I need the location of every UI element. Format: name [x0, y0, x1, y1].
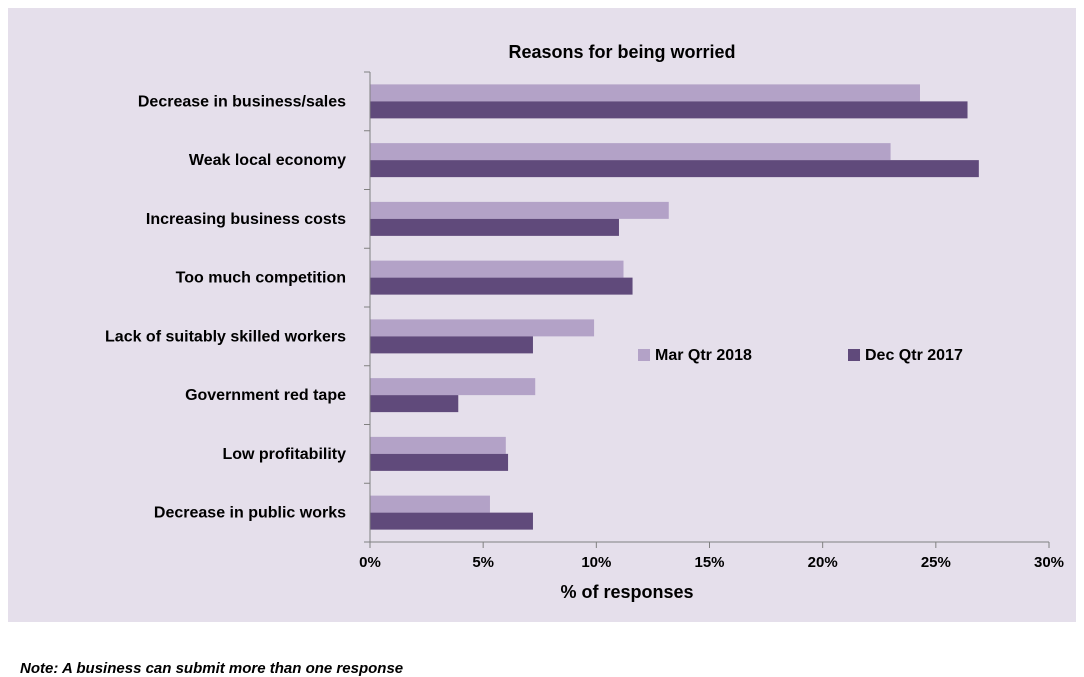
x-tick-label: 30%	[1034, 554, 1064, 571]
x-tick-label: 25%	[921, 554, 951, 571]
bar-mar-qtr-2018	[370, 436, 506, 454]
bar-dec-qtr-2017	[370, 395, 459, 413]
x-tick-label: 0%	[359, 554, 381, 571]
footnote: Note: A business can submit more than on…	[20, 660, 404, 677]
bar-mar-qtr-2018	[370, 143, 891, 161]
category-label: Lack of suitably skilled workers	[105, 328, 346, 345]
legend-swatch	[848, 349, 860, 361]
bars-group	[370, 84, 979, 530]
bar-dec-qtr-2017	[370, 512, 533, 530]
x-tick-labels: 0% 5% 10% 15% 20% 25% 30%	[359, 554, 1064, 571]
bar-mar-qtr-2018	[370, 495, 490, 513]
category-label: Decrease in public works	[154, 505, 346, 522]
category-label: Government red tape	[185, 387, 346, 404]
bar-dec-qtr-2017	[370, 160, 979, 178]
category-label: Weak local economy	[189, 152, 346, 169]
bar-mar-qtr-2018	[370, 378, 536, 396]
x-tick-label: 5%	[472, 554, 494, 571]
chart-frame: Reasons for being worried Decrease in bu…	[8, 8, 1076, 677]
bar-mar-qtr-2018	[370, 260, 624, 278]
category-labels: Decrease in business/sales Weak local eco…	[105, 93, 346, 521]
category-label: Decrease in business/sales	[138, 93, 346, 110]
x-axis-title: % of responses	[560, 582, 693, 602]
bar-mar-qtr-2018	[370, 84, 920, 102]
axis-ticks	[364, 71, 1050, 548]
category-label: Too much competition	[176, 270, 346, 287]
chart-title: Reasons for being worried	[508, 42, 735, 62]
bar-mar-qtr-2018	[370, 319, 595, 337]
x-tick-label: 20%	[808, 554, 838, 571]
bar-dec-qtr-2017	[370, 101, 968, 119]
legend: Mar Qtr 2018 Dec Qtr 2017	[638, 347, 963, 364]
bar-dec-qtr-2017	[370, 336, 533, 354]
bar-mar-qtr-2018	[370, 201, 669, 219]
bar-chart: Reasons for being worried Decrease in bu…	[105, 42, 1064, 602]
category-label: Low profitability	[222, 446, 346, 463]
legend-label: Dec Qtr 2017	[865, 347, 963, 364]
x-tick-label: 10%	[581, 554, 611, 571]
category-label: Increasing business costs	[146, 211, 346, 228]
bar-dec-qtr-2017	[370, 218, 619, 236]
bar-dec-qtr-2017	[370, 277, 633, 295]
legend-swatch	[638, 349, 650, 361]
legend-label: Mar Qtr 2018	[655, 347, 752, 364]
x-tick-label: 15%	[694, 554, 724, 571]
bar-dec-qtr-2017	[370, 453, 509, 471]
